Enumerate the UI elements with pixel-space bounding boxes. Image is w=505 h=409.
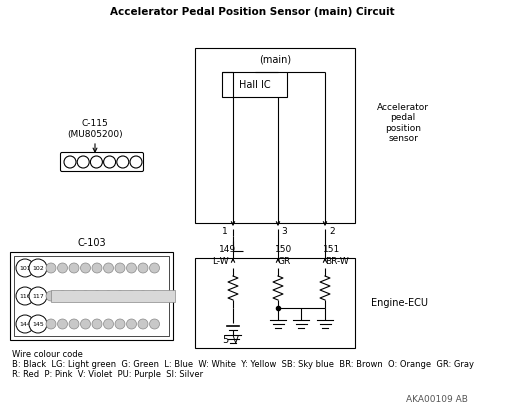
Bar — [195, 48, 355, 223]
Text: Accelerator Pedal Position Sensor (main) Circuit: Accelerator Pedal Position Sensor (main)… — [110, 7, 394, 17]
Text: 145: 145 — [32, 321, 44, 326]
Circle shape — [115, 263, 125, 273]
Text: 1: 1 — [68, 159, 72, 165]
Circle shape — [46, 263, 56, 273]
Circle shape — [46, 291, 56, 301]
Bar — [10, 252, 173, 340]
Text: 6: 6 — [134, 159, 138, 165]
Circle shape — [16, 315, 34, 333]
Text: (MU805200): (MU805200) — [67, 130, 123, 139]
Circle shape — [104, 291, 114, 301]
Circle shape — [104, 263, 114, 273]
Text: 1: 1 — [222, 227, 228, 236]
Text: GR: GR — [277, 256, 290, 265]
Bar — [51, 290, 175, 302]
Circle shape — [104, 156, 116, 168]
Text: 149: 149 — [220, 245, 236, 254]
Text: Engine-ECU: Engine-ECU — [371, 298, 428, 308]
Text: AKA00109 AB: AKA00109 AB — [406, 396, 468, 405]
Text: Accelerator
pedal
position
sensor: Accelerator pedal position sensor — [377, 103, 429, 143]
Circle shape — [149, 319, 160, 329]
Circle shape — [16, 259, 34, 277]
Text: 102: 102 — [32, 265, 44, 270]
Text: 116: 116 — [19, 294, 31, 299]
Circle shape — [104, 319, 114, 329]
Text: B: Black  LG: Light green  G: Green  L: Blue  W: White  Y: Yellow  SB: Sky blue : B: Black LG: Light green G: Green L: Blu… — [12, 360, 474, 369]
Circle shape — [115, 319, 125, 329]
Circle shape — [138, 291, 148, 301]
Text: 5: 5 — [121, 159, 125, 165]
FancyBboxPatch shape — [61, 153, 143, 171]
Bar — [195, 258, 355, 348]
Circle shape — [115, 291, 125, 301]
Text: 144: 144 — [19, 321, 31, 326]
Circle shape — [80, 319, 90, 329]
Circle shape — [29, 315, 47, 333]
Circle shape — [58, 319, 68, 329]
Text: 3: 3 — [281, 227, 287, 236]
Circle shape — [149, 291, 160, 301]
Bar — [222, 72, 287, 97]
Text: C-103: C-103 — [77, 238, 106, 248]
Text: C-115: C-115 — [82, 119, 109, 128]
Text: L-W: L-W — [212, 256, 228, 265]
Circle shape — [69, 319, 79, 329]
Circle shape — [16, 287, 34, 305]
Text: 117: 117 — [32, 294, 44, 299]
Circle shape — [77, 156, 89, 168]
Circle shape — [58, 291, 68, 301]
Text: R: Red  P: Pink  V: Violet  PU: Purple  SI: Silver: R: Red P: Pink V: Violet PU: Purple SI: … — [12, 370, 203, 379]
Circle shape — [149, 263, 160, 273]
Text: (main): (main) — [259, 55, 291, 65]
Circle shape — [126, 319, 136, 329]
Circle shape — [130, 156, 142, 168]
Circle shape — [64, 156, 76, 168]
Circle shape — [126, 291, 136, 301]
Text: 2: 2 — [329, 227, 335, 236]
Circle shape — [80, 291, 90, 301]
Bar — [14, 256, 169, 336]
Circle shape — [92, 319, 102, 329]
Circle shape — [58, 263, 68, 273]
Circle shape — [138, 319, 148, 329]
Circle shape — [29, 259, 47, 277]
Circle shape — [29, 287, 47, 305]
Text: 151: 151 — [323, 245, 341, 254]
Circle shape — [80, 263, 90, 273]
Text: Hall IC: Hall IC — [239, 79, 270, 90]
Circle shape — [126, 263, 136, 273]
Text: 150: 150 — [275, 245, 292, 254]
Circle shape — [117, 156, 129, 168]
Text: 101: 101 — [19, 265, 31, 270]
Circle shape — [138, 263, 148, 273]
Circle shape — [69, 291, 79, 301]
Text: 3: 3 — [94, 159, 98, 165]
Circle shape — [46, 319, 56, 329]
Text: 5 V: 5 V — [223, 335, 239, 345]
Text: Wire colour code: Wire colour code — [12, 350, 83, 359]
Circle shape — [90, 156, 103, 168]
Text: 2: 2 — [81, 159, 85, 165]
Circle shape — [92, 291, 102, 301]
Text: BR-W: BR-W — [325, 256, 349, 265]
Circle shape — [92, 263, 102, 273]
Text: 4: 4 — [108, 159, 112, 165]
Circle shape — [69, 263, 79, 273]
